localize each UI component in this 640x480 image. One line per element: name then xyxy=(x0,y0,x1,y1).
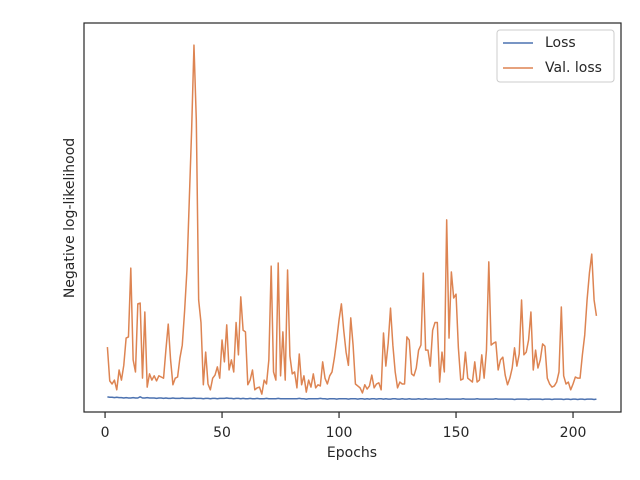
x-axis-label: Epochs xyxy=(327,445,377,461)
line-series xyxy=(106,44,598,395)
legend-label: Loss xyxy=(545,35,576,51)
axes-frame xyxy=(83,22,622,413)
legend-label: Val. loss xyxy=(545,60,602,76)
x-tick-label: 50 xyxy=(213,425,231,441)
line-series xyxy=(107,396,597,401)
x-tick-label: 150 xyxy=(443,425,470,441)
y-axis-label: Negative log-likelihood xyxy=(62,138,78,298)
x-tick-label: 0 xyxy=(101,425,110,441)
x-tick-label: 200 xyxy=(560,425,587,441)
x-tick-label: 100 xyxy=(326,425,353,441)
